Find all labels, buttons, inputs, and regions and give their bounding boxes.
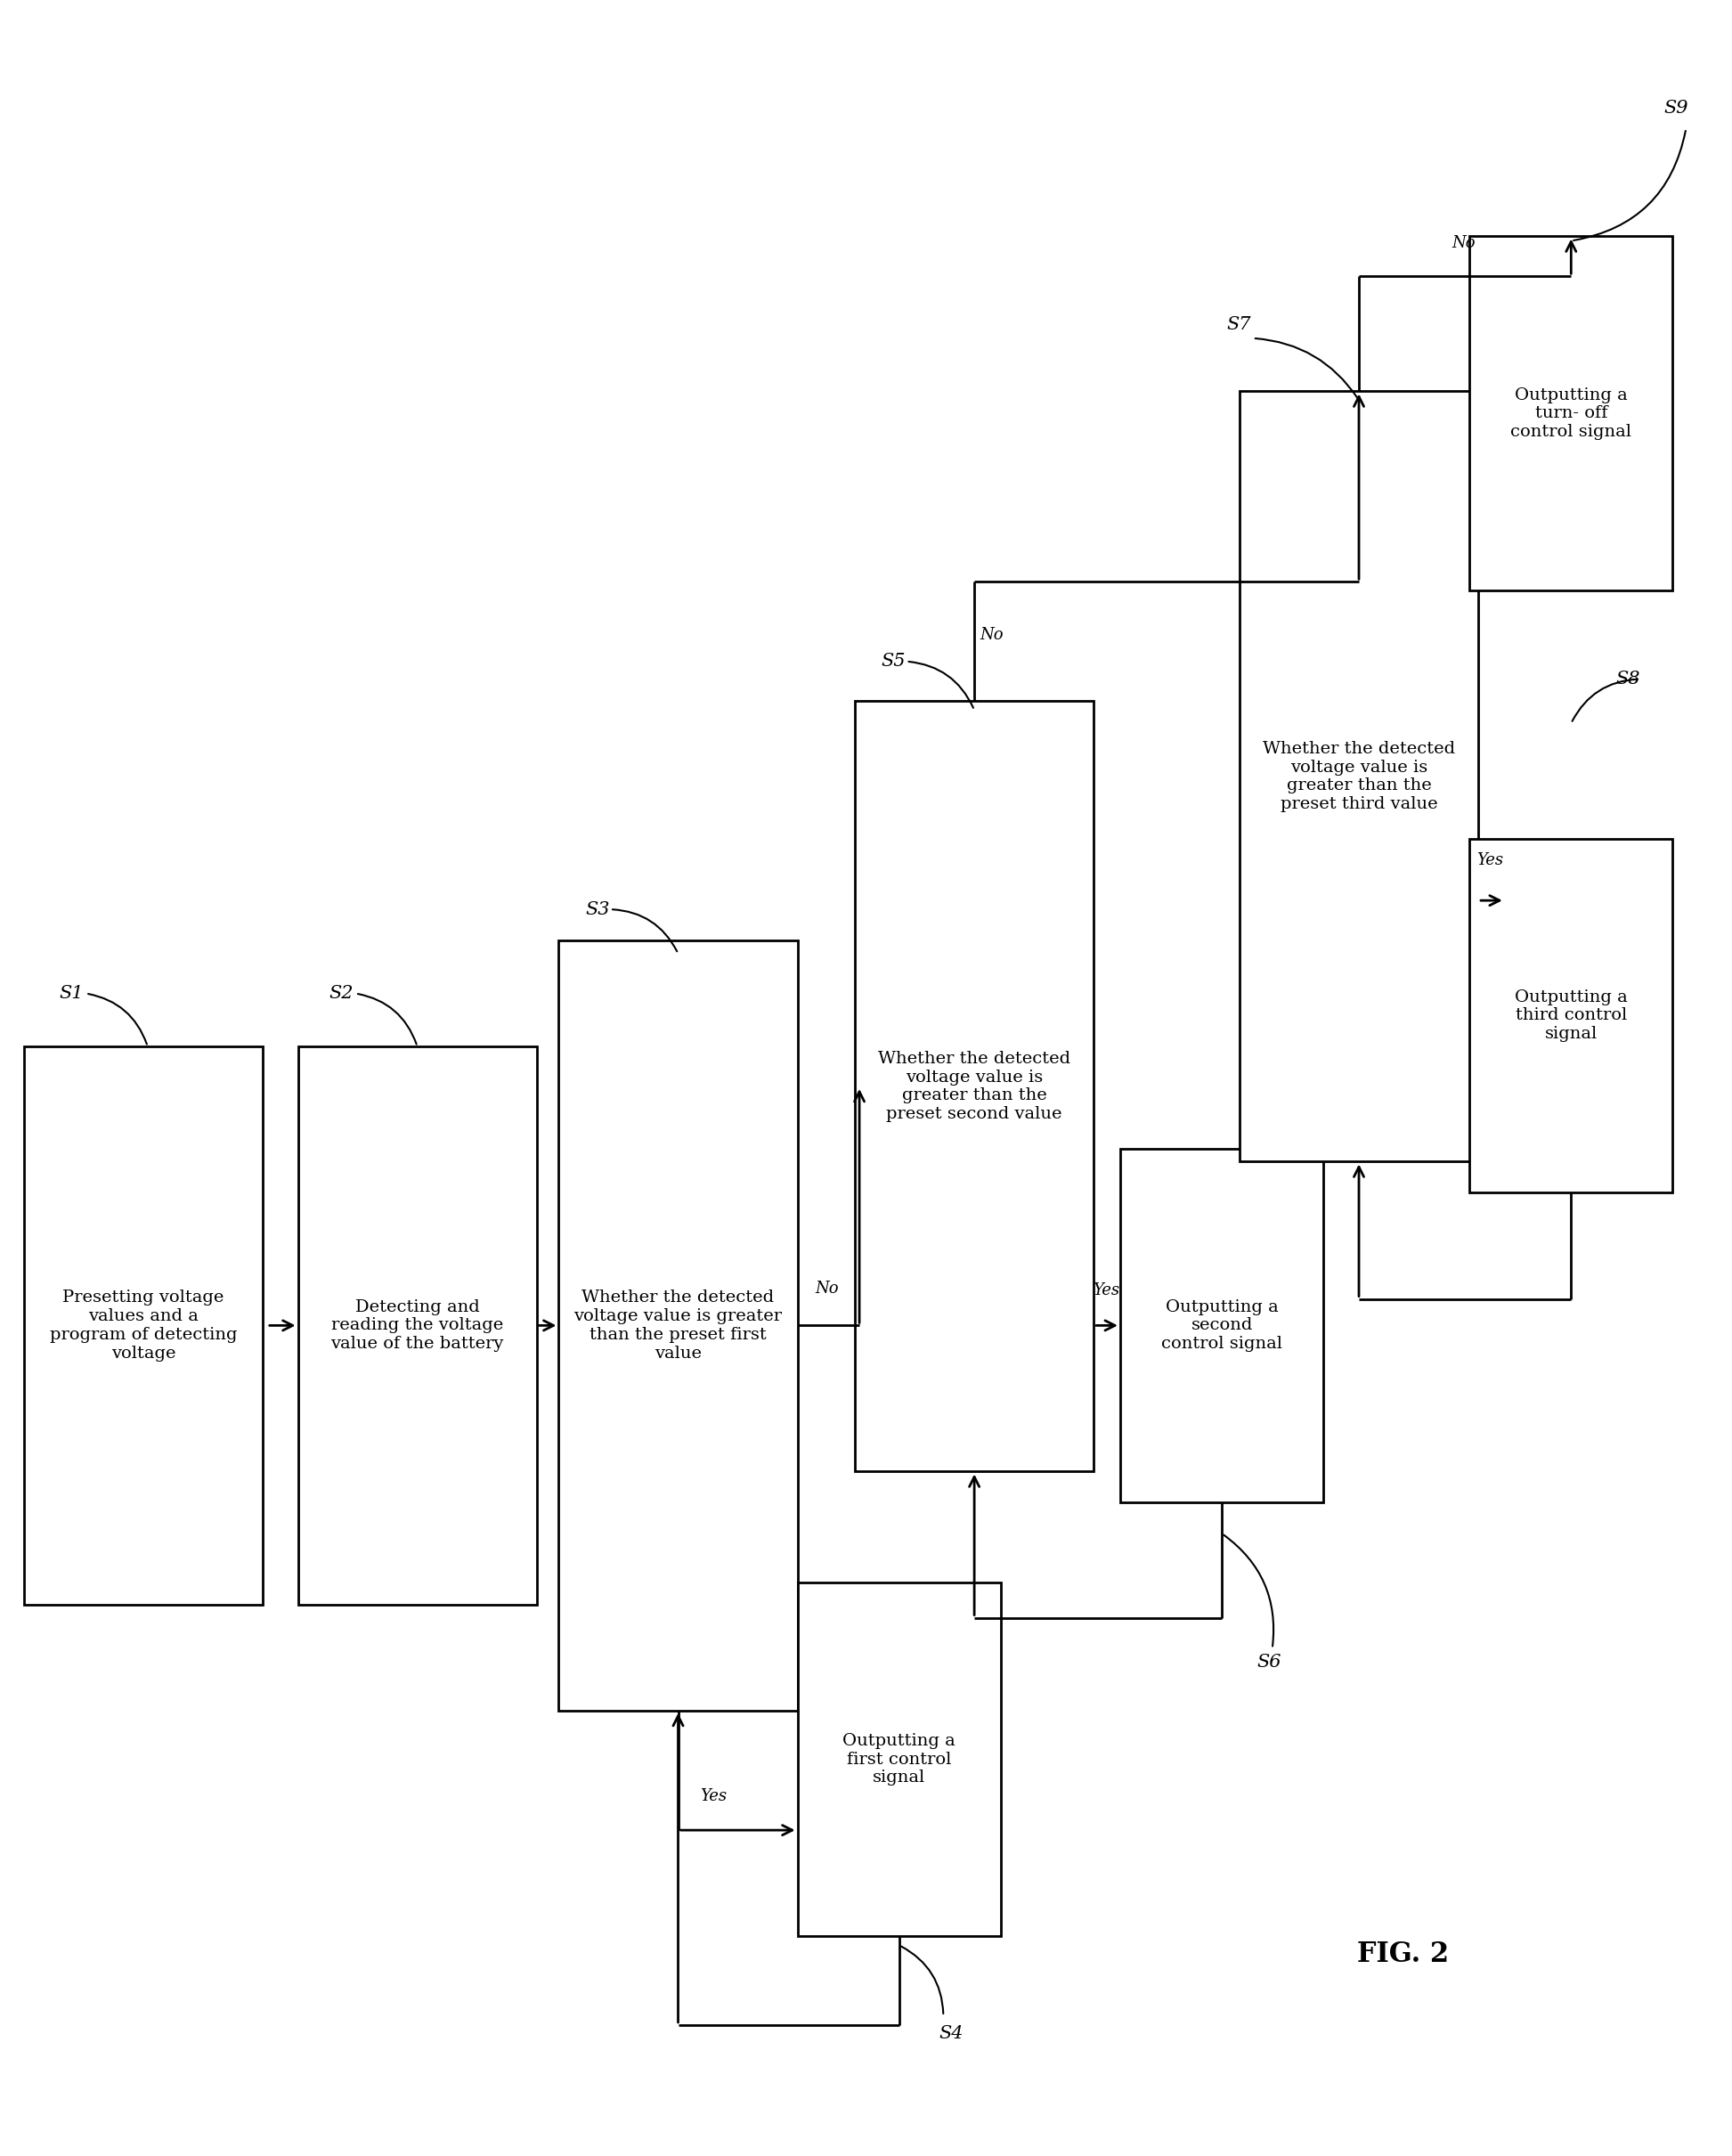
Text: S8: S8 bbox=[1616, 671, 1640, 688]
Text: S5: S5 bbox=[882, 653, 906, 671]
Bar bbox=[797, 1583, 1001, 1936]
Text: Yes: Yes bbox=[1476, 852, 1503, 869]
Text: Outputting a
third control
signal: Outputting a third control signal bbox=[1516, 990, 1628, 1041]
Bar bbox=[24, 1046, 263, 1604]
Text: Whether the detected
voltage value is greater
than the preset first
value: Whether the detected voltage value is gr… bbox=[573, 1289, 783, 1360]
Text: S9: S9 bbox=[1664, 99, 1689, 116]
Bar bbox=[1240, 392, 1477, 1162]
Text: No: No bbox=[814, 1281, 838, 1296]
Bar bbox=[298, 1046, 537, 1604]
Text: Outputting a
second
control signal: Outputting a second control signal bbox=[1162, 1298, 1282, 1352]
Text: Outputting a
turn- off
control signal: Outputting a turn- off control signal bbox=[1510, 386, 1632, 440]
Text: Whether the detected
voltage value is
greater than the
preset third value: Whether the detected voltage value is gr… bbox=[1263, 742, 1455, 813]
Text: No: No bbox=[980, 627, 1005, 642]
Text: S6: S6 bbox=[1257, 1654, 1282, 1671]
Text: Outputting a
first control
signal: Outputting a first control signal bbox=[843, 1733, 956, 1785]
Text: Whether the detected
voltage value is
greater than the
preset second value: Whether the detected voltage value is gr… bbox=[878, 1050, 1070, 1123]
Text: S2: S2 bbox=[329, 985, 353, 1003]
Text: S1: S1 bbox=[59, 985, 83, 1003]
Bar bbox=[559, 940, 797, 1710]
Text: S7: S7 bbox=[1226, 317, 1251, 334]
Bar bbox=[1469, 237, 1673, 591]
Text: Yes: Yes bbox=[1093, 1283, 1119, 1298]
Text: Yes: Yes bbox=[700, 1789, 727, 1805]
Bar bbox=[1469, 839, 1673, 1192]
Bar bbox=[1121, 1149, 1323, 1503]
Bar bbox=[856, 701, 1093, 1473]
Text: Presetting voltage
values and a
program of detecting
voltage: Presetting voltage values and a program … bbox=[50, 1289, 237, 1360]
Text: FIG. 2: FIG. 2 bbox=[1358, 1940, 1450, 1968]
Text: S3: S3 bbox=[585, 901, 610, 918]
Text: S4: S4 bbox=[939, 2024, 963, 2042]
Text: No: No bbox=[1451, 235, 1476, 252]
Text: Detecting and
reading the voltage
value of the battery: Detecting and reading the voltage value … bbox=[331, 1298, 504, 1352]
